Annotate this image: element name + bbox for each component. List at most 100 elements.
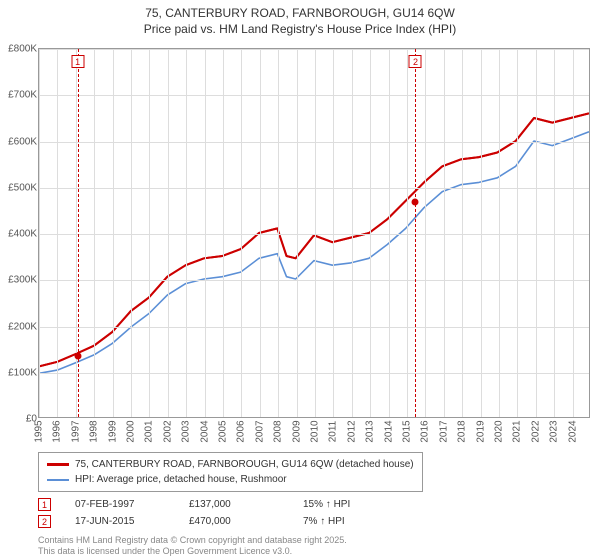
- legend-swatch: [47, 479, 69, 481]
- gridline-v: [39, 49, 40, 417]
- gridline-h: [39, 49, 589, 50]
- ytick-label: £200K: [1, 321, 37, 332]
- xtick-label: 1995: [34, 417, 45, 447]
- gridline-h: [39, 373, 589, 374]
- ytick-label: £600K: [1, 136, 37, 147]
- xtick-label: 2009: [291, 417, 302, 447]
- root: 75, CANTERBURY ROAD, FARNBOROUGH, GU14 6…: [0, 0, 600, 560]
- gridline-v: [223, 49, 224, 417]
- gridline-v: [370, 49, 371, 417]
- series-hpi: [39, 132, 589, 373]
- marker-dot: [74, 352, 81, 359]
- footnote-delta: 15% ↑ HPI: [303, 499, 393, 510]
- legend-label: 75, CANTERBURY ROAD, FARNBOROUGH, GU14 6…: [75, 457, 414, 472]
- gridline-v: [536, 49, 537, 417]
- gridline-v: [444, 49, 445, 417]
- gridline-v: [278, 49, 279, 417]
- series-price-paid-top: [39, 113, 589, 366]
- ytick-label: £0: [1, 414, 37, 425]
- ytick-label: £500K: [1, 182, 37, 193]
- footnote-marker: 2: [38, 515, 51, 528]
- xtick-label: 2007: [254, 417, 265, 447]
- gridline-h: [39, 95, 589, 96]
- xtick-label: 2016: [420, 417, 431, 447]
- xtick-label: 2017: [438, 417, 449, 447]
- xtick-label: 2002: [162, 417, 173, 447]
- gridline-v: [94, 49, 95, 417]
- gridline-v: [499, 49, 500, 417]
- xtick-label: 2006: [236, 417, 247, 447]
- gridline-v: [260, 49, 261, 417]
- ytick-label: £300K: [1, 275, 37, 286]
- gridline-v: [186, 49, 187, 417]
- gridline-v: [333, 49, 334, 417]
- gridline-v: [573, 49, 574, 417]
- gridline-v: [425, 49, 426, 417]
- chart-lines: [39, 49, 589, 417]
- copyright-line1: Contains HM Land Registry data © Crown c…: [38, 535, 347, 546]
- xtick-label: 2011: [328, 417, 339, 447]
- ytick-label: £400K: [1, 229, 37, 240]
- xtick-label: 2024: [567, 417, 578, 447]
- gridline-v: [149, 49, 150, 417]
- marker-box: 2: [409, 55, 422, 68]
- gridline-h: [39, 327, 589, 328]
- xtick-label: 1998: [89, 417, 100, 447]
- gridline-v: [297, 49, 298, 417]
- gridline-h: [39, 142, 589, 143]
- footnote-marker: 1: [38, 498, 51, 511]
- gridline-v: [113, 49, 114, 417]
- xtick-label: 2010: [310, 417, 321, 447]
- ytick-label: £800K: [1, 44, 37, 55]
- xtick-label: 2003: [181, 417, 192, 447]
- title-line1: 75, CANTERBURY ROAD, FARNBOROUGH, GU14 6…: [0, 6, 600, 22]
- gridline-h: [39, 280, 589, 281]
- legend-row: HPI: Average price, detached house, Rush…: [47, 472, 414, 487]
- xtick-label: 2020: [494, 417, 505, 447]
- xtick-label: 2004: [199, 417, 210, 447]
- xtick-label: 2013: [365, 417, 376, 447]
- xtick-label: 2018: [457, 417, 468, 447]
- marker-box: 1: [71, 55, 84, 68]
- footnote-delta: 7% ↑ HPI: [303, 516, 393, 527]
- gridline-v: [241, 49, 242, 417]
- gridline-v: [481, 49, 482, 417]
- marker-dot: [412, 198, 419, 205]
- legend: 75, CANTERBURY ROAD, FARNBOROUGH, GU14 6…: [38, 452, 423, 492]
- footnote-price: £470,000: [189, 516, 279, 527]
- footnotes: 1 07-FEB-1997 £137,000 15% ↑ HPI 2 17-JU…: [38, 496, 393, 530]
- gridline-v: [315, 49, 316, 417]
- ytick-label: £100K: [1, 367, 37, 378]
- xtick-label: 2014: [383, 417, 394, 447]
- chart-title: 75, CANTERBURY ROAD, FARNBOROUGH, GU14 6…: [0, 0, 600, 37]
- title-line2: Price paid vs. HM Land Registry's House …: [0, 22, 600, 38]
- legend-row: 75, CANTERBURY ROAD, FARNBOROUGH, GU14 6…: [47, 457, 414, 472]
- footnote-date: 07-FEB-1997: [75, 499, 165, 510]
- gridline-v: [462, 49, 463, 417]
- gridline-v: [554, 49, 555, 417]
- gridline-v: [131, 49, 132, 417]
- copyright: Contains HM Land Registry data © Crown c…: [38, 535, 347, 557]
- xtick-label: 2005: [218, 417, 229, 447]
- chart-area: £0£100K£200K£300K£400K£500K£600K£700K£80…: [38, 48, 590, 418]
- xtick-label: 2021: [512, 417, 523, 447]
- footnote-price: £137,000: [189, 499, 279, 510]
- xtick-label: 1996: [52, 417, 63, 447]
- xtick-label: 2022: [530, 417, 541, 447]
- gridline-h: [39, 234, 589, 235]
- xtick-label: 2001: [144, 417, 155, 447]
- gridline-h: [39, 188, 589, 189]
- legend-swatch: [47, 463, 69, 466]
- xtick-label: 2019: [475, 417, 486, 447]
- xtick-label: 2012: [346, 417, 357, 447]
- series-price_paid: [39, 113, 589, 366]
- gridline-v: [517, 49, 518, 417]
- copyright-line2: This data is licensed under the Open Gov…: [38, 546, 347, 557]
- gridline-v: [352, 49, 353, 417]
- legend-label: HPI: Average price, detached house, Rush…: [75, 472, 287, 487]
- marker-line: [78, 49, 79, 417]
- gridline-v: [205, 49, 206, 417]
- footnote-date: 17-JUN-2015: [75, 516, 165, 527]
- ytick-label: £700K: [1, 90, 37, 101]
- gridline-v: [389, 49, 390, 417]
